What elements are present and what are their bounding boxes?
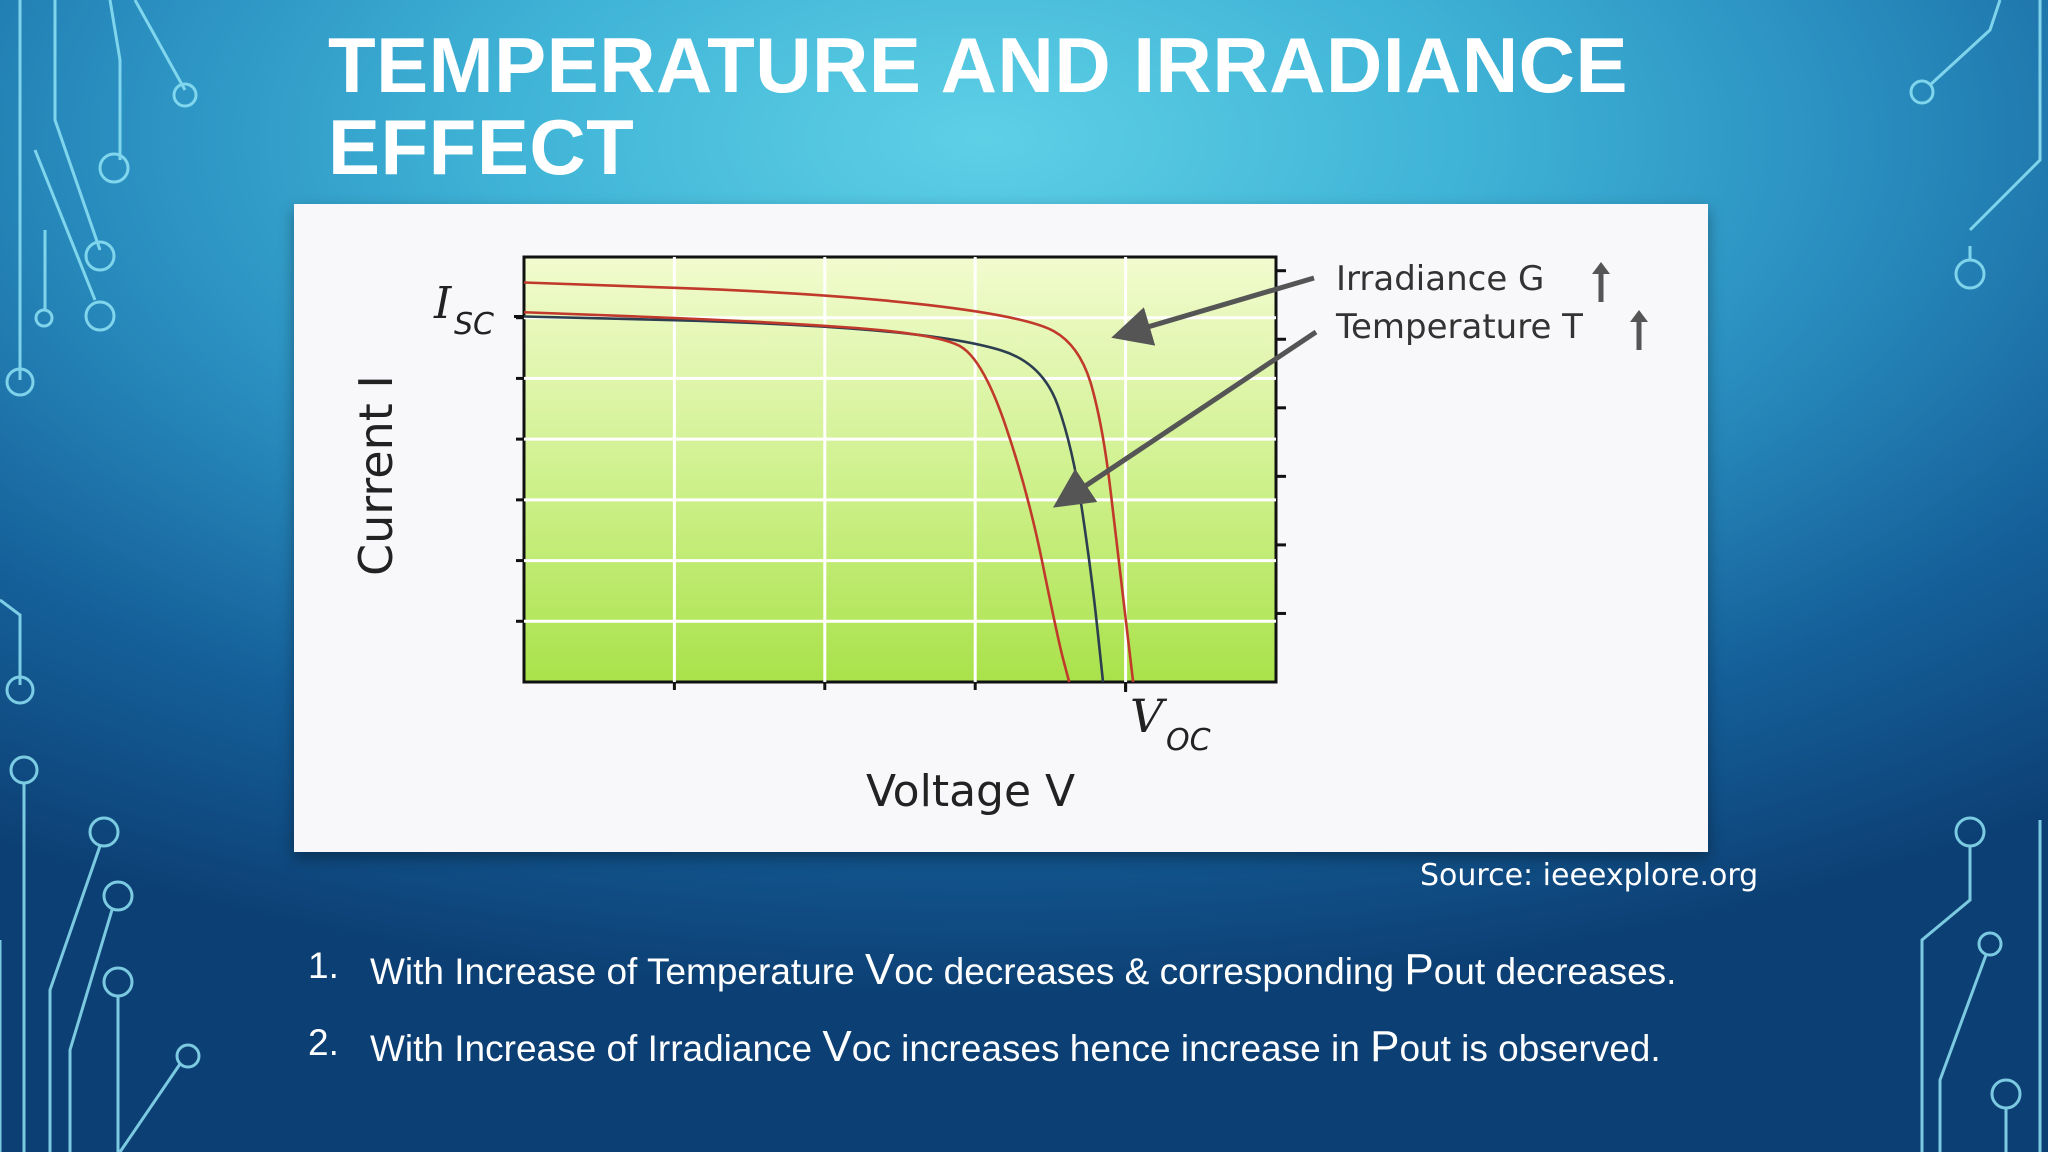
voc-label: V <box>1130 689 1168 743</box>
source-citation: Source: ieeexplore.org <box>1420 858 1759 893</box>
title-line-2: EFFECT <box>328 103 635 191</box>
series-line-1 <box>523 281 1135 683</box>
bullet-text-part: oc decreases & corresponding <box>894 951 1405 992</box>
grid <box>524 257 1276 682</box>
bullet-item: 1. With Increase of Temperature Voc decr… <box>308 945 1908 1022</box>
bullet-item: 2. With Increase of Irradiance Voc incre… <box>308 1022 1908 1099</box>
series-line-2 <box>523 315 1105 683</box>
chart-panel: Current I Voltage V I SC V OC Irradiance… <box>294 204 1708 852</box>
iv-curve-chart: Current I Voltage V I SC V OC Irradiance… <box>349 255 1648 817</box>
isc-marker-label: I SC <box>433 278 494 342</box>
bullet-text-part: out decreases. <box>1433 951 1677 992</box>
annotation-irradiance: Irradiance G <box>1336 259 1610 302</box>
bullet-number: 1. <box>308 945 339 986</box>
bullet-emphasis: P <box>1370 1022 1400 1071</box>
annotation-arrow-1 <box>1111 275 1315 346</box>
bullet-emphasis: P <box>1404 945 1434 994</box>
y-axis-label: Current I <box>349 375 403 576</box>
bullet-text-part: oc increases hence increase in <box>851 1028 1371 1069</box>
bullet-list: 1. With Increase of Temperature Voc decr… <box>308 945 1908 1099</box>
title-line-1: TEMPERATURE AND IRRADIANCE <box>328 21 1628 109</box>
up-arrow-icon <box>1630 310 1648 350</box>
isc-label: I <box>433 278 453 329</box>
x-axis-label: Voltage V <box>866 766 1075 817</box>
annotation-irradiance-text: Irradiance G <box>1336 259 1544 299</box>
bullet-text-part: With Increase of Irradiance <box>370 1028 823 1069</box>
bullet-text-part: out is observed. <box>1399 1028 1661 1069</box>
slide-title: TEMPERATURE AND IRRADIANCE EFFECT <box>328 24 1678 188</box>
up-arrow-icon <box>1592 262 1610 302</box>
bullet-emphasis: V <box>822 1022 852 1071</box>
annotation-temperature: Temperature T <box>1335 307 1648 350</box>
bullet-text: With Increase of Irradiance Voc increase… <box>370 1022 1661 1072</box>
annotation-temperature-text: Temperature T <box>1335 307 1583 347</box>
annotation-arrows <box>1052 275 1318 508</box>
bullet-emphasis: V <box>864 945 895 994</box>
axis-ticks <box>514 269 1286 692</box>
voc-marker-label: V OC <box>1130 689 1211 758</box>
voc-subscript: OC <box>1166 723 1211 758</box>
bullet-text-part: With Increase of Temperature <box>370 951 865 992</box>
bullet-number: 2. <box>308 1022 339 1063</box>
series-group <box>523 281 1135 683</box>
isc-subscript: SC <box>454 307 494 342</box>
series-line-3 <box>523 310 1071 683</box>
bullet-text: With Increase of Temperature Voc decreas… <box>370 945 1676 995</box>
annotation-arrow-2 <box>1052 329 1318 508</box>
